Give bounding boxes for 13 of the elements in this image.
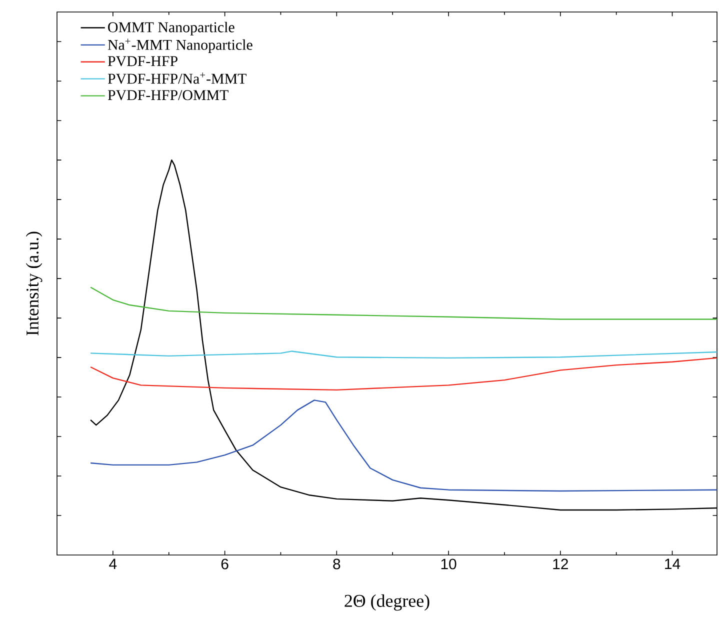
x-tick-label: 4 — [109, 558, 117, 569]
legend-label: PVDF-HFP/OMMT — [108, 90, 228, 100]
x-tick-label: 14 — [665, 558, 680, 569]
legend-label: PVDF-HFP — [108, 56, 178, 66]
x-tick-label: 8 — [333, 558, 340, 570]
legend-label: PVDF-HFP/Na$^{+}$-MMT — [108, 72, 246, 84]
x-tick-label: 6 — [221, 558, 228, 570]
x-tick-label: 10 — [441, 558, 456, 570]
legend-label: Na$^{+}$-MMT Nanoparticle — [108, 38, 252, 53]
x-axis-title: 2Θ (degree) — [344, 594, 430, 611]
y-axis-title: Intensity (a.u.) — [26, 232, 42, 336]
legend-label: OMMT Nanoparticle — [108, 22, 234, 36]
x-tick-label: 12 — [553, 558, 568, 570]
